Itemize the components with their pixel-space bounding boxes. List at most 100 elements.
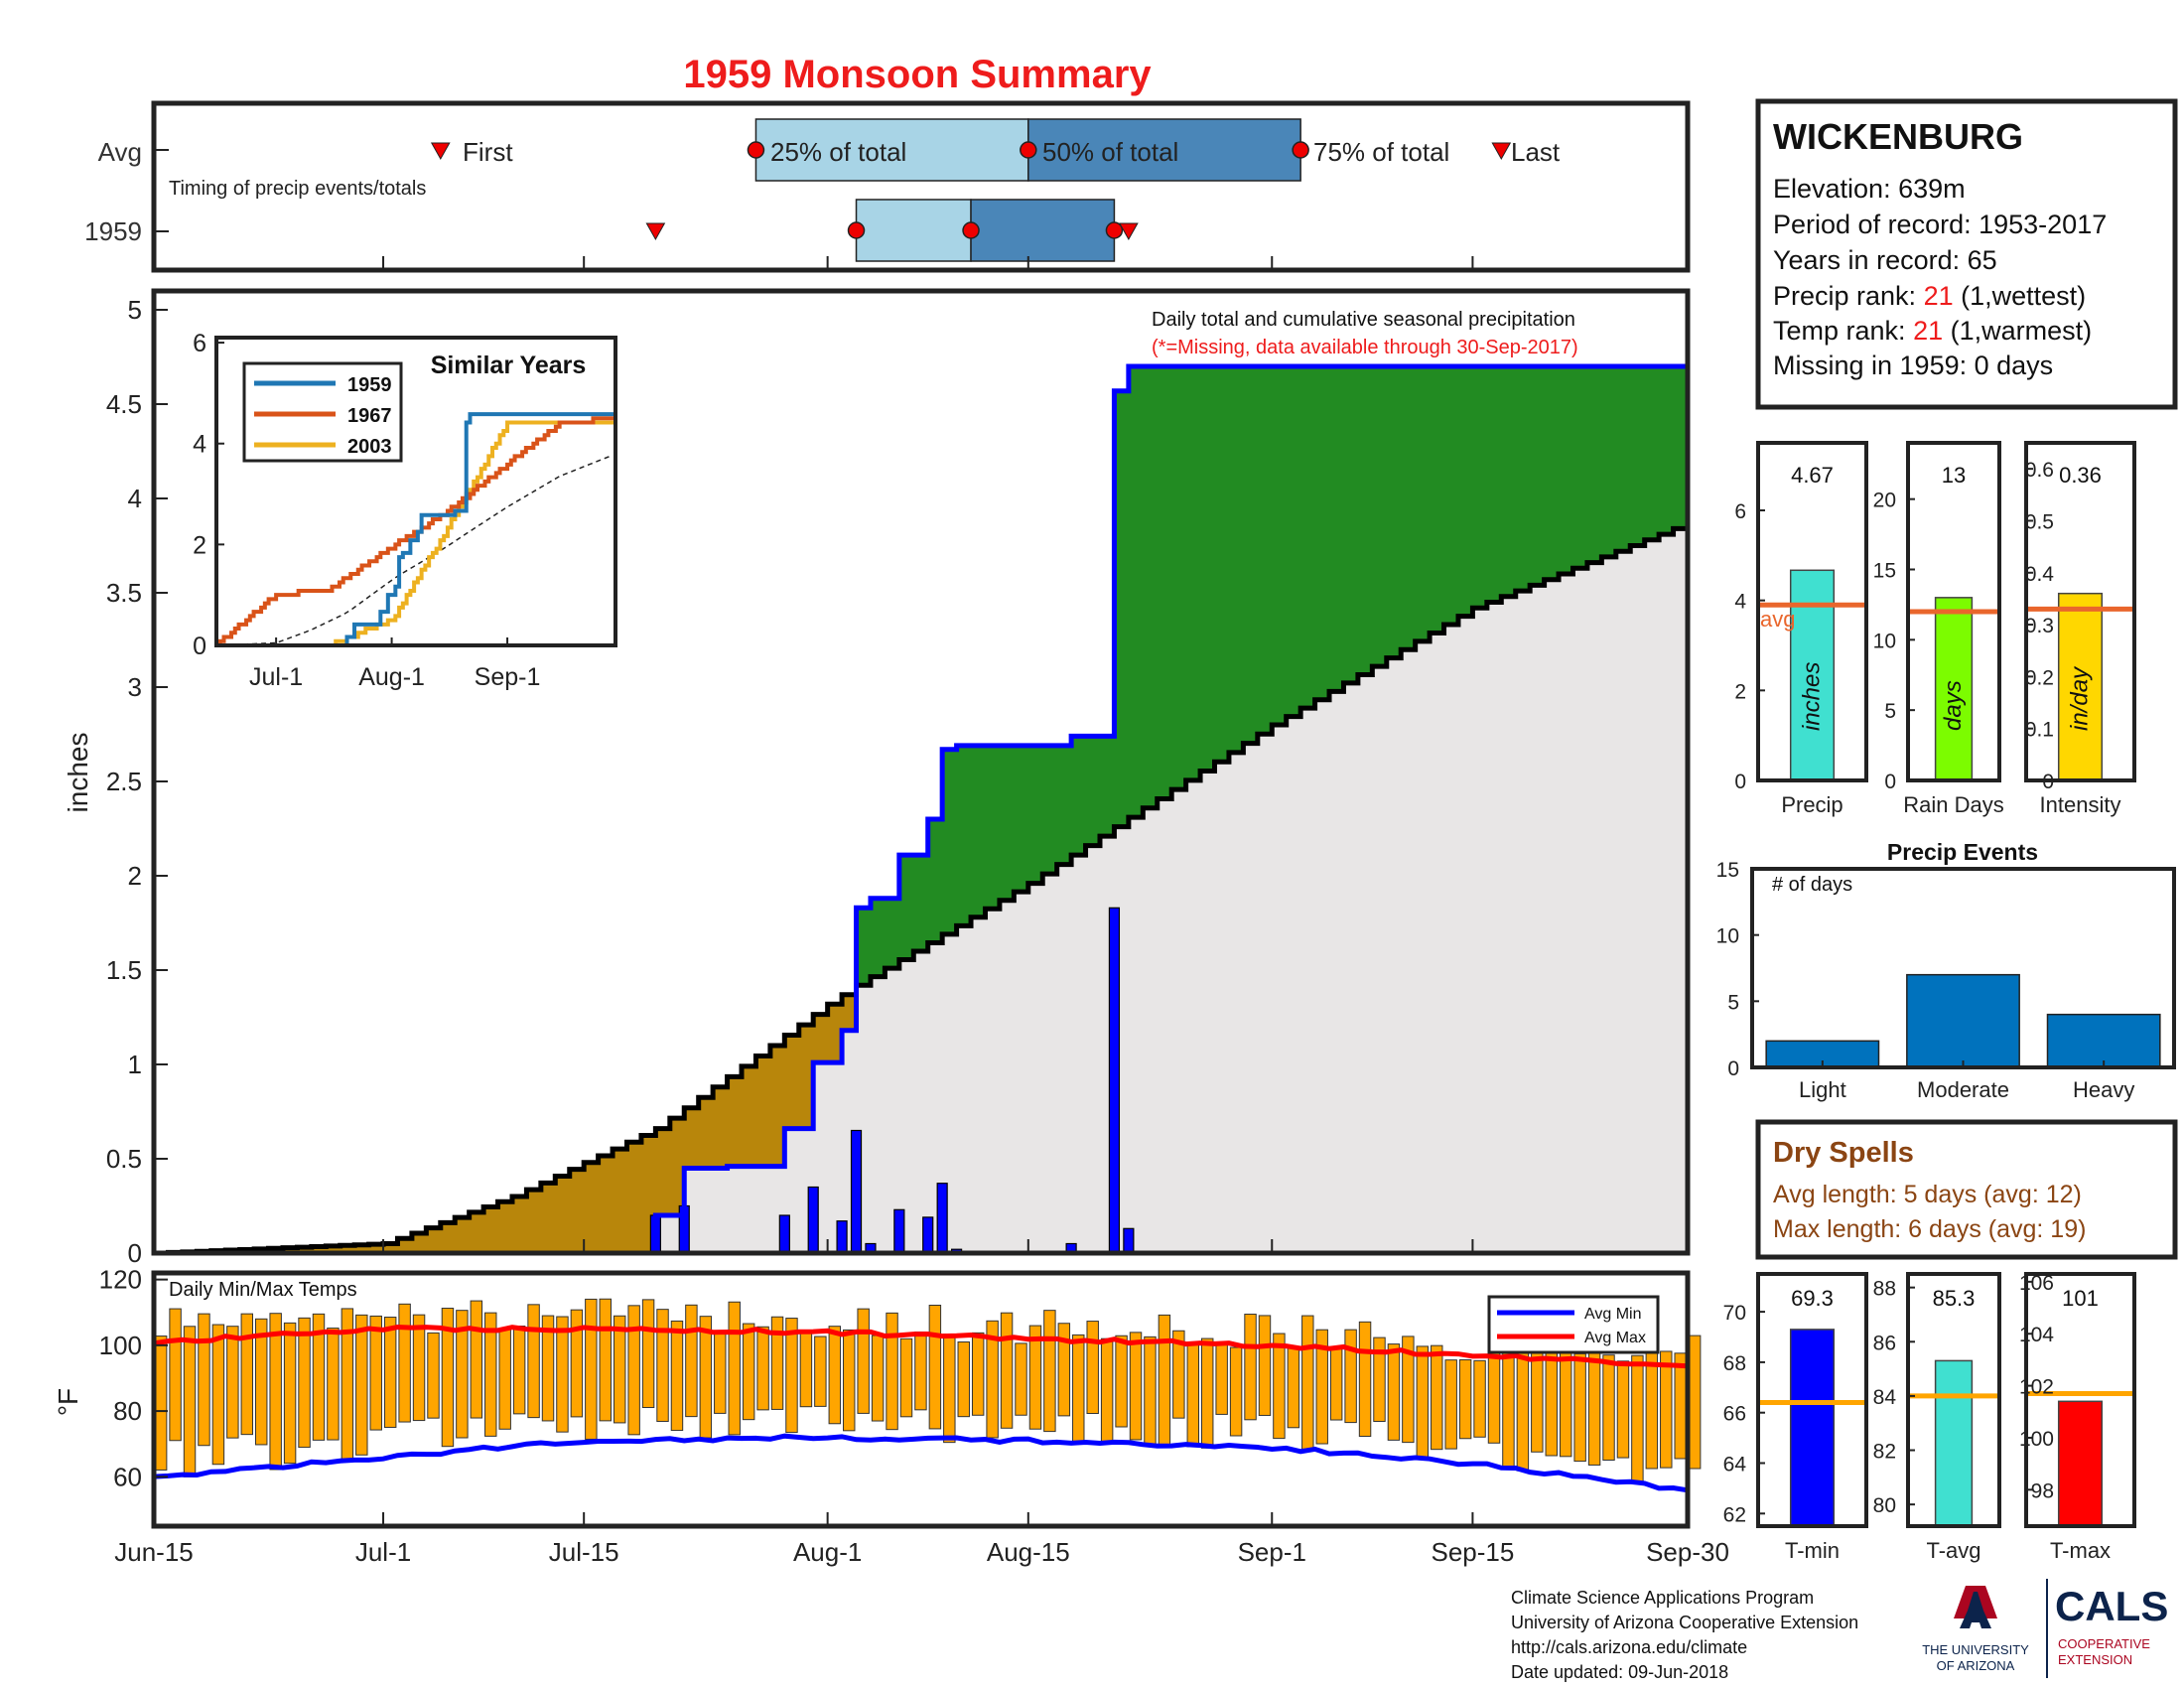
temp-y-tick-label: 100: [99, 1331, 142, 1360]
summary-panel-precip: inches avg 4.67 0 2 4 6 Precip: [1734, 441, 1868, 817]
timing-box-q2: [970, 199, 1116, 262]
daily-temp-bar: [512, 1326, 526, 1415]
daily-temp-bar: [1358, 1321, 1372, 1437]
precip-y-tick-label: 2: [128, 861, 142, 891]
daily-temp-bar: [714, 1332, 727, 1414]
daily-temp-bar: [1172, 1330, 1185, 1419]
daily-temp-bar: [556, 1316, 569, 1433]
similar-x-tick-label: Jul-1: [249, 663, 303, 691]
temp-y-tick-label: 80: [113, 1396, 142, 1426]
timing-triangle: [1119, 222, 1139, 241]
summary-x-label: Intensity: [2040, 792, 2121, 817]
cals-logo-text: CALS: [2055, 1583, 2168, 1629]
legend-2003: 2003: [347, 436, 392, 458]
summary-y-tick-label: 0.3: [2025, 615, 2054, 637]
ua-logo-line-2: OF ARIZONA: [1937, 1658, 2015, 1673]
temp-y-tick-label: 60: [113, 1462, 142, 1491]
timing-caption: Timing of precip events/totals: [169, 178, 426, 200]
daily-temp-bar: [928, 1305, 942, 1430]
daily-temp-bar: [1158, 1314, 1171, 1447]
timing-dot: [847, 221, 866, 239]
station-period: Period of record: 1953-2017: [1773, 210, 2107, 239]
daily-temp-bar: [871, 1335, 885, 1422]
summary-y-tick-label: 0: [1884, 771, 1896, 793]
dry-spells-avg: Avg length: 5 days (avg: 12): [1773, 1181, 2082, 1208]
similar-y-tick-label: 2: [193, 531, 206, 559]
temp-y-tick-label: 120: [99, 1265, 142, 1295]
x-tick-label: Sep-1: [1238, 1537, 1306, 1567]
summary-y-tick-label: 0.1: [2025, 719, 2054, 742]
temp-summary-panel-t-min: 69.3 62 64 66 68 70 T-min: [1723, 1272, 1868, 1563]
summary-y-tick-label: 4: [1734, 591, 1746, 614]
dry-spells-box: Dry Spells Avg length: 5 days (avg: 12) …: [1755, 1119, 2178, 1260]
temp-bars: [154, 1298, 1702, 1484]
legend-1959: 1959: [347, 374, 392, 396]
summary-panel-rain-days: days 13 0 5 10 15 20 Rain Days: [1873, 441, 2004, 817]
daily-temp-bar: [1660, 1350, 1673, 1469]
precip-y-tick-label: 0.5: [106, 1144, 142, 1174]
daily-temp-bar: [857, 1308, 870, 1414]
similar-years-title: Similar Years: [431, 352, 587, 379]
temp-avg-lines: [153, 1325, 1689, 1493]
x-tick-label: Aug-15: [987, 1537, 1070, 1567]
station-elevation: Elevation: 639m: [1773, 174, 1966, 204]
temp-summary-bar: [2057, 1400, 2104, 1527]
daily-temp-bar: [1258, 1315, 1272, 1416]
daily-precip-bar: [850, 1129, 863, 1254]
daily-temp-bar: [742, 1323, 755, 1421]
summary-y-tick-label: 0.4: [2025, 563, 2055, 586]
summary-y-tick-label: 0.2: [2025, 666, 2054, 689]
daily-precip-bar: [922, 1216, 934, 1254]
similar-y-tick-label: 6: [193, 330, 206, 357]
daily-temp-bar: [1301, 1315, 1314, 1450]
below-average-fill: [254, 994, 857, 1253]
daily-temp-bar: [785, 1318, 798, 1434]
daily-temp-bar: [1186, 1343, 1200, 1448]
summary-value-label: 13: [1942, 463, 1966, 488]
temp-summary-y-tick: 88: [1873, 1278, 1896, 1301]
timing-first-label: First: [463, 137, 513, 167]
daily-precip-bar: [1108, 907, 1121, 1254]
daily-temp-bar: [585, 1298, 598, 1440]
daily-temp-bar: [240, 1313, 254, 1436]
summary-y-tick-label: 2: [1734, 680, 1746, 703]
daily-temp-bar: [1144, 1336, 1157, 1446]
daily-temp-bar: [1431, 1344, 1443, 1451]
temp-legend: Avg Min Avg Max: [1487, 1295, 1660, 1354]
summary-y-tick-label: 6: [1734, 500, 1746, 523]
temp-summary-y-tick: 68: [1723, 1352, 1746, 1375]
avg-cumulative-area: [154, 522, 1688, 1253]
daily-temp-bar: [685, 1304, 698, 1418]
daily-temp-bar: [541, 1315, 555, 1422]
summary-bar: [1934, 597, 1974, 781]
daily-temp-bar: [154, 1336, 168, 1471]
daily-temp-bar: [599, 1298, 612, 1422]
temp-summary-x-label: T-avg: [1926, 1538, 1980, 1563]
similar-y-tick-label: 0: [193, 633, 206, 660]
ua-logo-line-1: THE UNIVERSITY: [1922, 1642, 2029, 1657]
summary-y-tick-label: 15: [1873, 560, 1896, 583]
dry-spells-max: Max length: 6 days (avg: 19): [1773, 1215, 2086, 1243]
daily-temp-bar: [283, 1322, 297, 1465]
temp-summary-bar: [1934, 1359, 1974, 1527]
dry-spells-title: Dry Spells: [1773, 1137, 1914, 1169]
footer-line-2: University of Arizona Cooperative Extens…: [1511, 1613, 1858, 1632]
daily-temp-bar: [427, 1332, 440, 1419]
daily-temp-bar: [312, 1313, 326, 1441]
summary-avg-label: avg: [1760, 607, 1795, 632]
precip-events-bars: [1765, 973, 2161, 1068]
daily-temp-bar: [627, 1305, 640, 1436]
daily-temp-bar: [1043, 1310, 1056, 1433]
summary-bar-panels: inches avg 4.67 0 2 4 6 Precip days 13 0 5 10 15 20 Rai…: [1734, 441, 2136, 817]
temp-ylabel: °F: [53, 1388, 83, 1416]
x-tick-label: Aug-1: [793, 1537, 862, 1567]
daily-temp-bar: [1631, 1354, 1644, 1484]
timing-triangle: [430, 142, 451, 161]
precip-y-tick-label: 3.5: [106, 578, 142, 608]
timing-year-label: 1959: [84, 216, 142, 246]
footer-line-1: Climate Science Applications Program: [1511, 1588, 1814, 1608]
daily-precip-bar: [936, 1183, 948, 1254]
precip-rank: Precip rank: 21 (1,wettest): [1773, 281, 2086, 311]
event-category-label: Heavy: [2073, 1077, 2134, 1102]
